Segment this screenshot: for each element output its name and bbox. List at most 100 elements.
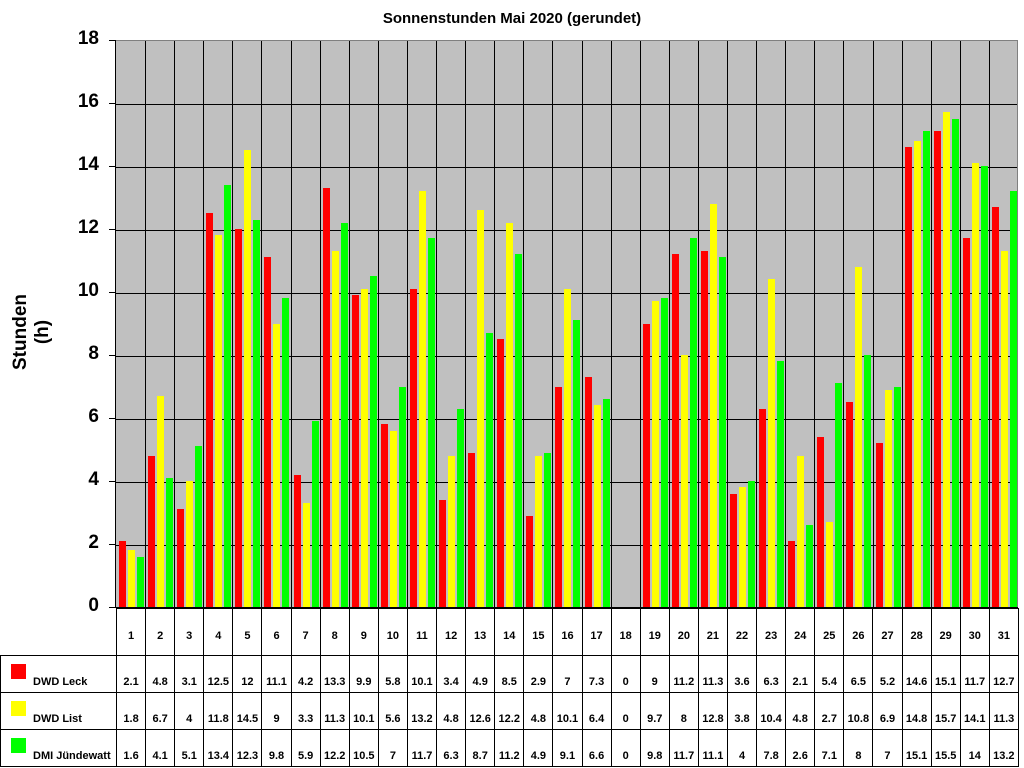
y-tick-label: 14 (77, 154, 99, 175)
bar-dmi-j-ndewatt-day-22 (748, 481, 756, 607)
legend-label: DWD Leck (33, 676, 88, 688)
y-tick-label: 16 (77, 91, 99, 112)
table-cell: 13.3 (319, 655, 350, 693)
table-cell: 14.8 (901, 692, 932, 730)
day-header: 25 (814, 608, 845, 656)
legend-item: DMI Jündewatt (0, 729, 117, 767)
bar-dwd-leck-day-1 (119, 540, 126, 607)
bar-dwd-leck-day-23 (759, 408, 767, 607)
y-tick-mark (109, 103, 116, 104)
table-cell: 5.2 (872, 655, 903, 693)
day-header: 10 (377, 608, 408, 656)
bar-dwd-list-day-7 (302, 503, 310, 607)
table-cell: 4.8 (436, 692, 467, 730)
v-gridline (232, 41, 234, 607)
table-cell: 6.9 (872, 692, 903, 730)
table-cell: 2.6 (785, 729, 816, 767)
bar-dwd-list-day-3 (186, 481, 194, 607)
h-gridline (116, 104, 1017, 105)
y-tick-mark (109, 40, 116, 41)
table-cell: 7.3 (581, 655, 612, 693)
table-cell: 5.8 (377, 655, 408, 693)
bar-dwd-list-day-12 (448, 455, 456, 607)
bar-dwd-leck-day-28 (904, 147, 912, 607)
bar-dmi-j-ndewatt-day-26 (864, 355, 872, 607)
day-header: 3 (174, 608, 205, 656)
day-header: 13 (465, 608, 496, 656)
table-cell: 12.7 (988, 655, 1019, 693)
table-cell: 6.3 (436, 729, 467, 767)
table-cell: 7 (552, 655, 583, 693)
table-cell: 10.4 (756, 692, 787, 730)
bar-dwd-list-day-13 (477, 210, 485, 607)
table-cell: 12.3 (232, 729, 263, 767)
bar-dwd-leck-day-30 (962, 238, 970, 607)
bar-dwd-list-day-27 (884, 389, 892, 607)
bar-dwd-list-day-15 (535, 455, 543, 607)
bar-dmi-j-ndewatt-day-29 (951, 118, 959, 607)
table-cell: 13.2 (988, 729, 1019, 767)
bar-dwd-list-day-5 (244, 150, 252, 607)
v-gridline (406, 41, 408, 607)
bar-dwd-leck-day-6 (264, 257, 272, 607)
table-cell: 12.6 (465, 692, 496, 730)
day-header: 5 (232, 608, 263, 656)
v-gridline (348, 41, 350, 607)
bar-dmi-j-ndewatt-day-27 (893, 386, 901, 607)
table-cell: 2.9 (523, 655, 554, 693)
day-header: 7 (290, 608, 321, 656)
table-cell: 1.6 (115, 729, 147, 767)
bar-dwd-list-day-8 (331, 251, 339, 607)
table-cell: 4.9 (523, 729, 554, 767)
table-cell: 12.5 (203, 655, 234, 693)
legend-item: DWD List (0, 692, 117, 730)
legend-label: DWD List (33, 713, 82, 725)
day-header: 12 (436, 608, 467, 656)
table-cell: 7 (872, 729, 903, 767)
bar-dmi-j-ndewatt-day-1 (137, 556, 144, 607)
table-cell: 14.1 (959, 692, 990, 730)
h-gridline (116, 230, 1017, 231)
day-header: 15 (523, 608, 554, 656)
table-cell: 11.3 (319, 692, 350, 730)
bar-dwd-list-day-2 (157, 395, 165, 607)
table-cell: 12 (232, 655, 263, 693)
day-header: 8 (319, 608, 350, 656)
bar-dwd-leck-day-4 (206, 213, 214, 607)
y-tick-mark (109, 481, 116, 482)
table-cell: 4.1 (145, 729, 176, 767)
table-cell: 4.8 (145, 655, 176, 693)
bar-dwd-leck-day-22 (730, 493, 738, 607)
bar-dwd-list-day-26 (855, 266, 863, 607)
v-gridline (261, 41, 263, 607)
table-cell: 5.1 (174, 729, 205, 767)
bar-dwd-leck-day-17 (584, 377, 592, 607)
y-tick-mark (109, 607, 116, 608)
table-cell: 7 (377, 729, 408, 767)
bar-dwd-leck-day-10 (380, 424, 388, 607)
day-header: 6 (261, 608, 292, 656)
legend-label: DMI Jündewatt (33, 750, 111, 762)
x-axis-line (116, 607, 1018, 608)
bar-dwd-list-day-11 (418, 191, 426, 607)
plot-area (116, 40, 1018, 607)
bar-dmi-j-ndewatt-day-30 (980, 166, 988, 607)
v-gridline (610, 41, 612, 607)
y-tick-label: 0 (88, 595, 99, 616)
bar-dmi-j-ndewatt-day-9 (369, 276, 377, 607)
table-cell: 12.8 (697, 692, 728, 730)
bar-dwd-list-day-20 (680, 355, 688, 607)
table-cell: 11.8 (203, 692, 234, 730)
y-tick-mark (109, 544, 116, 545)
table-cell: 9.9 (348, 655, 379, 693)
table-cell: 3.6 (726, 655, 758, 693)
table-row: DWD Leck 2.1 4.8 3.1 12.5 12 11.1 4.2 13.3 9.9 5.8… (0, 655, 1019, 693)
table-cell: 11.7 (668, 729, 699, 767)
day-header: 14 (494, 608, 525, 656)
day-header: 9 (348, 608, 379, 656)
y-tick-mark (109, 355, 116, 356)
bar-dmi-j-ndewatt-day-2 (166, 477, 174, 607)
bar-dwd-leck-day-11 (409, 288, 417, 607)
v-gridline (814, 41, 816, 607)
bar-dwd-leck-day-20 (671, 254, 679, 607)
